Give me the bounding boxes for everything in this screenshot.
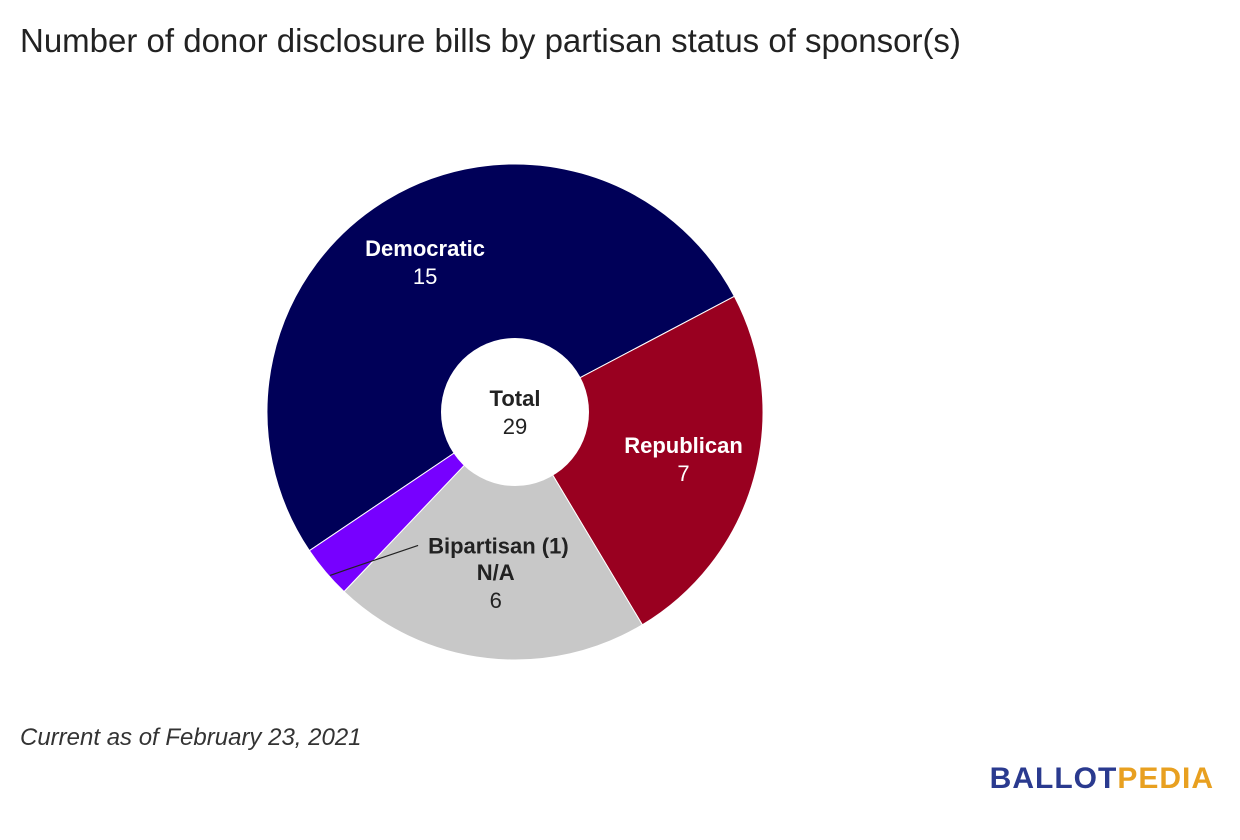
logo-part-ballot: BALLOT (989, 762, 1118, 795)
chart-title: Number of donor disclosure bills by part… (20, 22, 961, 59)
pie-slice-n-a (343, 411, 644, 661)
pie-slice-republican (514, 295, 764, 626)
slice-value-n-a: 6 (490, 588, 502, 613)
ballotpedia-logo: BALLOTPEDIA (990, 762, 1214, 796)
logo-part-pedia: PEDIA (1117, 762, 1214, 795)
slice-value-democratic: 15 (413, 264, 437, 289)
slice-value-republican: 7 (677, 461, 689, 486)
center-total-label: Total (490, 386, 541, 411)
donut-hole (441, 338, 589, 486)
slice-label-bipartisan: Bipartisan (1) (428, 533, 569, 558)
slice-label-republican: Republican (624, 433, 743, 458)
slice-label-n-a: N/A (477, 560, 515, 585)
slice-label-democratic: Democratic (365, 236, 485, 261)
footnote: Current as of February 23, 2021 (20, 724, 362, 751)
center-total-value: 29 (503, 414, 527, 439)
bipartisan-leader-line (329, 544, 419, 576)
